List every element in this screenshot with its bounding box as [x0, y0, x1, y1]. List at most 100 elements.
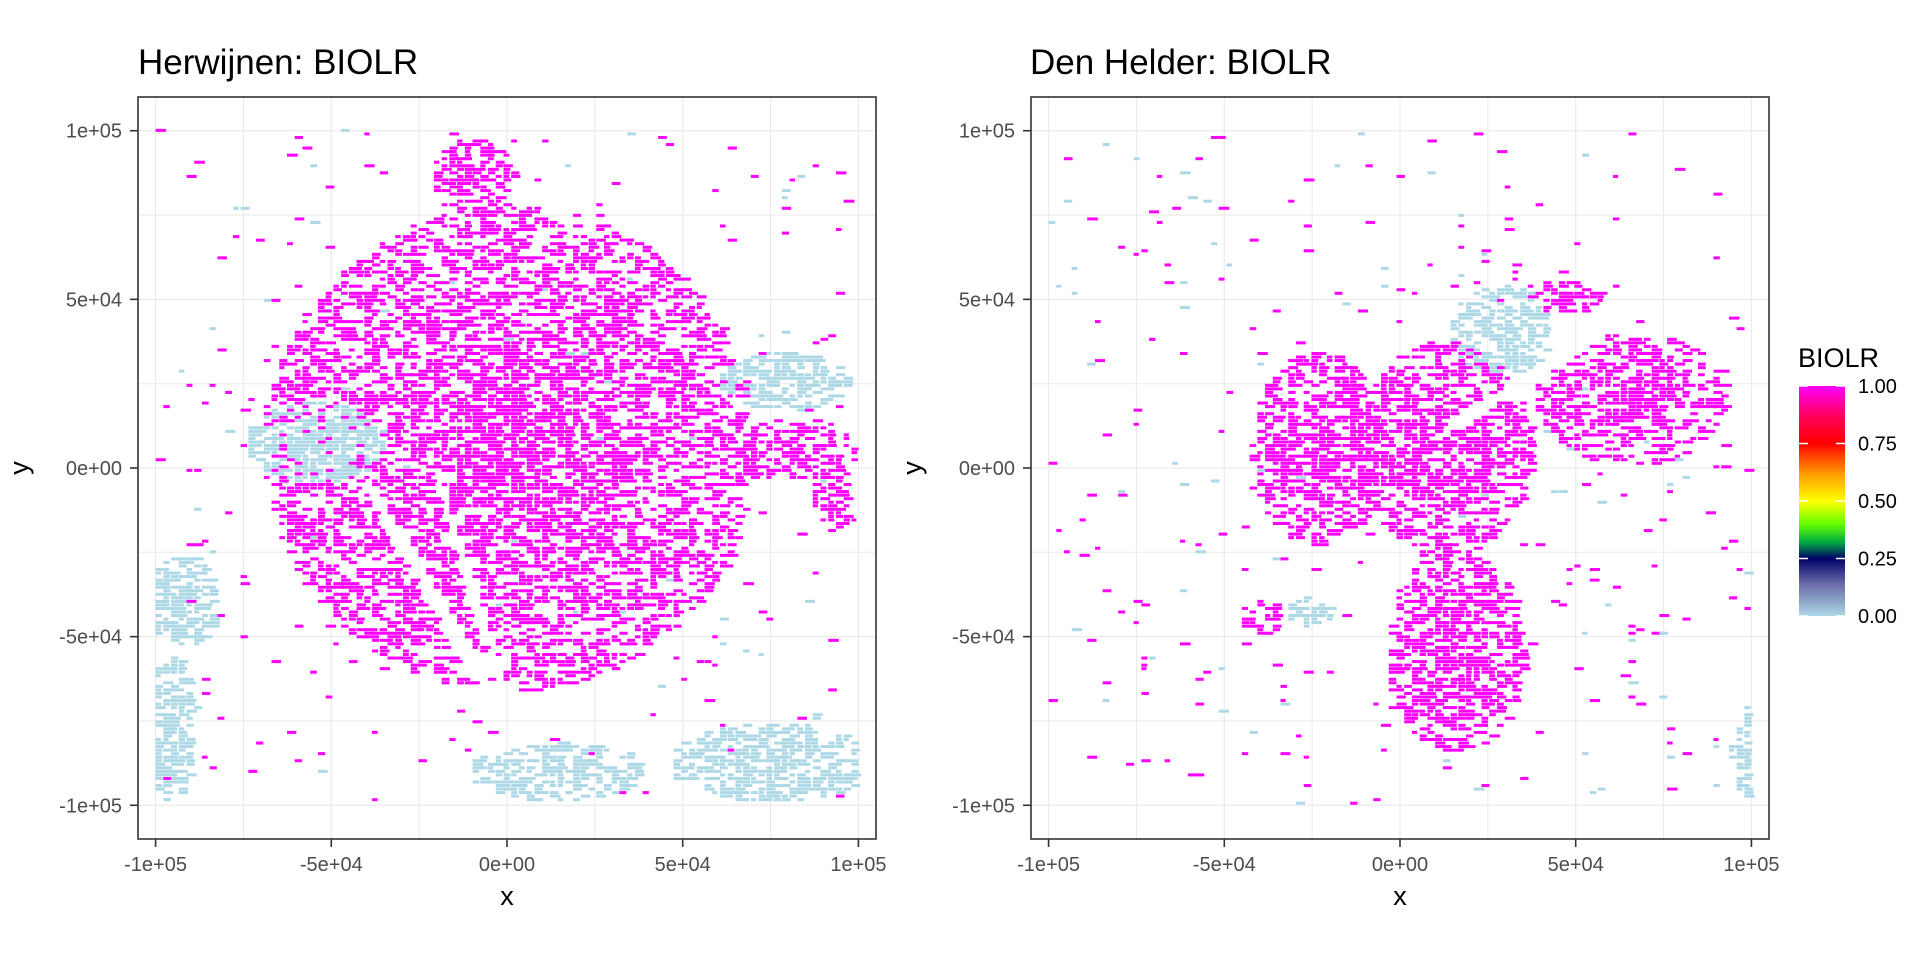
- radar-cell: [194, 578, 201, 582]
- radar-cell: [526, 323, 532, 327]
- radar-cell: [549, 451, 556, 455]
- radar-cell: [433, 376, 441, 380]
- radar-cell: [534, 359, 542, 363]
- radar-cell: [611, 408, 618, 412]
- radar-cell: [480, 433, 489, 437]
- radar-cell: [611, 635, 618, 639]
- radar-cell: [689, 525, 695, 529]
- radar-cell: [511, 380, 519, 384]
- radar-cell: [503, 355, 512, 359]
- radar-cell: [256, 429, 267, 433]
- radar-cell: [789, 405, 798, 409]
- radar-cell: [565, 472, 576, 476]
- radar-cell: [658, 277, 667, 281]
- radar-cell: [402, 603, 411, 607]
- radar-cell: [580, 504, 591, 508]
- radar-cell: [557, 603, 567, 607]
- radar-cell: [441, 348, 447, 352]
- radar-cell: [596, 511, 602, 515]
- radar-cell: [565, 458, 571, 462]
- radar-cell: [619, 787, 630, 791]
- radar-cell: [704, 408, 714, 412]
- radar-cell: [317, 511, 326, 515]
- radar-cell: [789, 762, 797, 766]
- radar-cell: [317, 320, 329, 324]
- radar-cell: [689, 553, 696, 557]
- radar-cell: [534, 688, 544, 692]
- radar-cell: [317, 521, 324, 525]
- radar-cell: [735, 536, 744, 540]
- radar-cell: [565, 606, 576, 610]
- radar-cell: [441, 189, 451, 193]
- radar-cell: [410, 454, 417, 458]
- radar-cell: [689, 415, 700, 419]
- radar-cell: [611, 330, 622, 334]
- radar-cell: [472, 298, 482, 302]
- radar-cell: [797, 429, 808, 433]
- radar-cell: [534, 305, 543, 309]
- radar-cell: [511, 610, 521, 614]
- radar-cell: [689, 532, 697, 536]
- radar-cell: [379, 242, 386, 246]
- radar-cell: [534, 621, 543, 625]
- radar-cell: [325, 550, 331, 554]
- radar-cell: [518, 447, 528, 451]
- radar-cell: [534, 412, 544, 416]
- radar-cell: [557, 521, 563, 525]
- radar-cell: [511, 444, 519, 448]
- radar-cell: [433, 320, 440, 324]
- radar-cell: [828, 429, 835, 433]
- radar-cell: [805, 755, 813, 759]
- radar-cell: [673, 599, 684, 603]
- radar-cell: [573, 762, 582, 766]
- radar-cell: [573, 642, 584, 646]
- radar-cell: [588, 773, 599, 777]
- radar-cell: [704, 582, 715, 586]
- radar-cell: [580, 323, 590, 327]
- radar-cell: [418, 539, 430, 543]
- radar-cell: [727, 734, 735, 738]
- radar-cell: [171, 706, 178, 710]
- radar-cell: [634, 596, 643, 600]
- radar-cell: [619, 405, 628, 409]
- radar-cell: [464, 309, 472, 313]
- radar-cell: [557, 766, 568, 770]
- radar-cell: [457, 486, 467, 490]
- radar-cell: [712, 759, 719, 763]
- radar-cell: [650, 624, 661, 628]
- radar-cell: [495, 585, 507, 589]
- radar-cell: [596, 536, 606, 540]
- radar-cell: [549, 334, 560, 338]
- radar-cell: [735, 791, 744, 795]
- radar-cell: [379, 553, 386, 557]
- radar-cell: [658, 429, 664, 433]
- radar-cell: [580, 422, 590, 426]
- radar-cell: [518, 451, 530, 455]
- radar-cell: [619, 479, 629, 483]
- radar-cell: [372, 614, 383, 618]
- radar-cell: [797, 791, 808, 795]
- radar-cell: [681, 521, 687, 525]
- radar-cell: [696, 599, 707, 603]
- radar-cell: [372, 429, 378, 433]
- radar-cell: [526, 419, 534, 423]
- radar-cell: [611, 773, 620, 777]
- radar-cell: [580, 521, 589, 525]
- radar-cell: [364, 606, 371, 610]
- radar-cell: [194, 635, 204, 639]
- radar-cell: [596, 755, 604, 759]
- radar-cell: [503, 645, 514, 649]
- radar-cell: [348, 617, 356, 621]
- radar-cell: [503, 213, 512, 217]
- radar-cell: [766, 359, 774, 363]
- radar-cell: [410, 447, 421, 451]
- radar-cell: [805, 730, 813, 734]
- radar-cell: [565, 748, 574, 752]
- radar-cell: [542, 536, 549, 540]
- radar-cell: [712, 543, 718, 547]
- radar-cell: [526, 337, 536, 341]
- radar-cell: [812, 497, 818, 501]
- radar-cell: [580, 309, 589, 313]
- radar-cell: [372, 348, 380, 352]
- radar-cell: [511, 642, 522, 646]
